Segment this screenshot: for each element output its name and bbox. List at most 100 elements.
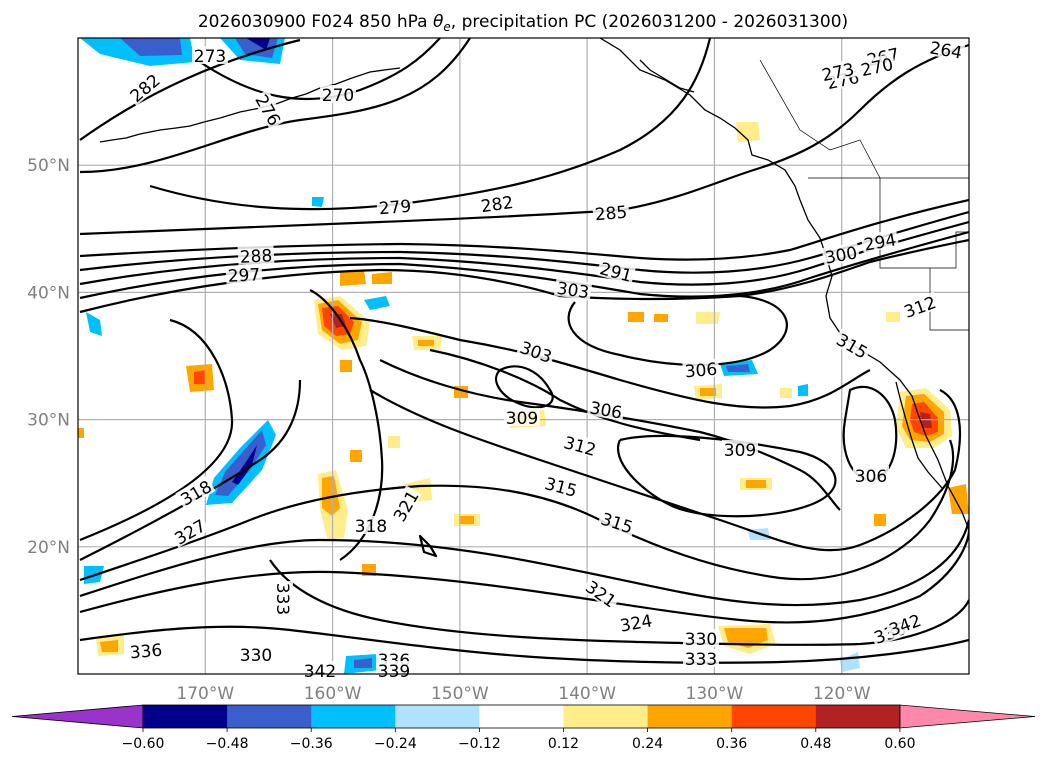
colorbar-tick-label: −0.24 [374,736,417,752]
contour-label: 318 [353,516,389,537]
theta-e-contour [149,38,712,211]
theta-e-contour [79,38,301,141]
precip-blob [418,340,434,346]
contour-label-bg [504,408,540,426]
contour-label: 336 [127,639,165,663]
contour-label: 333 [272,581,293,617]
lon-tick-label: 120°W [813,684,871,704]
contour-label: 330 [238,645,274,666]
contour-label-bg [376,195,414,217]
contour-label-bg [477,191,516,215]
colorbar-tick-label: 0.48 [800,736,831,752]
coastline [895,381,943,489]
colorbar-segment [311,705,396,728]
colorbar-extend-low [11,704,144,729]
precip-blob [874,514,886,526]
colorbar: −0.60 −0.48 −0.36 −0.24 −0.12 0.12 0.24 0.36 0.4… [11,704,1036,752]
theta-e-contour [79,43,969,236]
contour-label: 285 [592,201,630,225]
contour-label: 306 [853,466,889,487]
contour-label-text: 342 [304,662,336,682]
contour-label-bg [320,85,356,103]
contour-label-bg [237,245,275,265]
contour-label: 273 [192,46,228,67]
contour-label: 309 [504,408,540,429]
contour-label-text: 270 [322,86,354,106]
contour-labels: 2642672702732762702762732822792822852882… [124,37,966,682]
contour-label-bg [722,440,758,458]
contour-label-bg [516,336,557,366]
lon-tick-label: 150°W [431,684,489,704]
colorbar-tick-label: −0.36 [290,736,333,752]
border-line [930,231,969,269]
colorbar-segment [143,705,228,728]
precip-blob [354,658,372,668]
lon-tick-label: 130°W [686,684,744,704]
contour-label-bg [857,53,897,79]
theta-e-contour [79,625,969,664]
colorbar-tick-label: 0.60 [884,736,915,752]
contour-label-text: 339 [378,662,410,682]
theta-e-contour [79,230,969,300]
theta-e-contour [379,359,841,511]
contour-label-bg [541,472,581,500]
contour-label-bg [124,68,164,106]
contour-label-text: 330 [685,630,717,650]
contour-label-text: 285 [594,203,628,226]
contour-label-text: 318 [355,517,387,537]
contour-label-text: 306 [684,360,718,383]
contour-label: 306 [682,358,720,382]
contour-label: 339 [376,661,412,682]
contour-label-bg [388,485,422,526]
theta-e-contour [349,316,871,409]
contour-label: 333 [683,649,719,670]
longitude-axis: 170°W 160°W 150°W 140°W 130°W 120°W [176,684,870,704]
contour-label-text: 297 [227,265,260,287]
precip-blob [948,484,969,514]
contour-label: 282 [477,191,516,217]
contour-label: 288 [237,245,275,268]
contour-label-text: 333 [685,650,717,670]
contour-label-bg [581,575,622,611]
theta-e-contour [79,439,955,582]
colorbar-segment [227,705,312,728]
theta-e-contour [842,385,898,482]
contour-label-bg [353,516,389,534]
theta-e-contour [79,318,234,542]
contour-label-bg [682,358,720,380]
precip-blob [780,388,792,398]
colorbar-tick-label: −0.48 [206,736,249,752]
precip-blob [246,38,270,50]
precip-blob [628,312,644,322]
theta-e-contour [369,389,962,552]
colorbar-tick-label: 0.24 [632,736,663,752]
contour-label-bg [616,610,656,635]
map-panel: 2642672702732762702762732822792822852882… [77,37,970,682]
contour-label-text: 303 [555,279,590,303]
contour-label: 303 [554,277,593,303]
contour-label-bg [225,264,263,284]
precip-blob [340,360,352,372]
precip-blob [654,314,668,322]
colorbar-segment [395,705,480,728]
map-frame [77,37,970,675]
latitude-axis: 20°N 30°N 40°N 50°N [27,156,70,558]
lon-tick-label: 170°W [176,684,234,704]
contour-label-bg [683,649,719,667]
precip-blob [86,312,102,336]
colorbar-segment [731,705,817,728]
colorbar-tick-label: −0.60 [122,736,165,752]
coastline [639,59,695,93]
contour-label-bg [860,229,900,254]
contour-label-bg [596,257,636,285]
contour-label-text: 333 [272,583,292,615]
contour-label-text: 282 [480,193,515,217]
lat-tick-label: 20°N [27,538,70,558]
precip-blob [78,428,84,438]
theta-e-contour [79,238,969,314]
contour-label-bg [832,328,873,362]
theta-e-contour [495,365,554,409]
precip-blob [120,38,182,56]
lat-tick-label: 40°N [27,283,70,303]
colorbar-segment [479,705,564,728]
